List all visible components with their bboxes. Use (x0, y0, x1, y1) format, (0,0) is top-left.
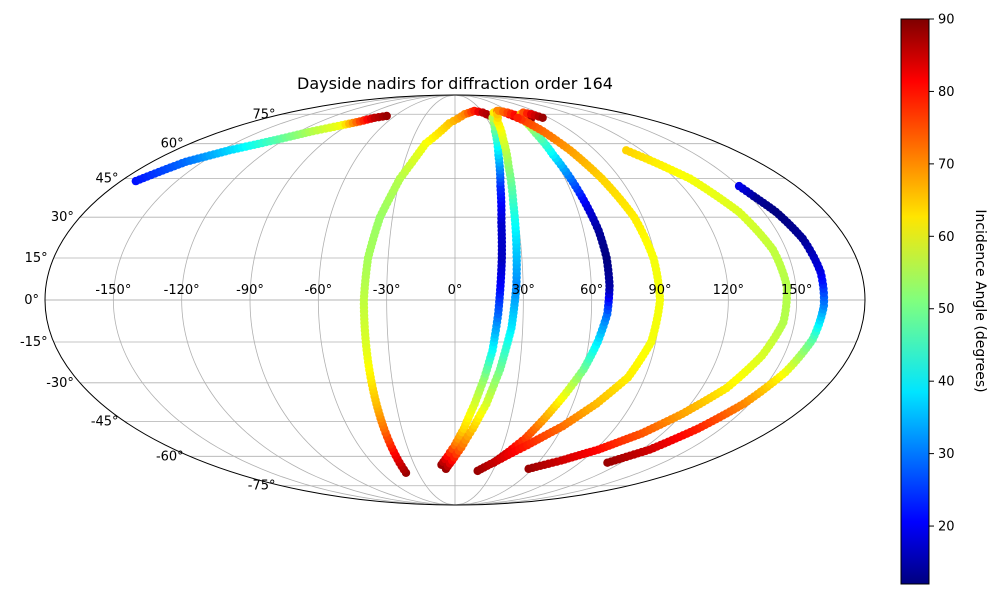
colorbar-tick-label: 20 (938, 520, 955, 535)
lon-gridline (181, 94, 456, 506)
data-point (622, 146, 631, 155)
lon-tick-label: 120° (713, 283, 744, 298)
lon-tick-label: 0° (448, 283, 463, 298)
longitude-tick-labels: -150° -120° -90° -60° -30° 0° 30° 60° 90° 120° 150… (95, 283, 812, 298)
colorbar-tick-label: 50 (938, 302, 955, 317)
lon-gridline (249, 94, 456, 506)
lat-tick-label: -60° (156, 449, 184, 464)
colorbar-tick-label: 70 (938, 157, 955, 172)
colorbar-tick-label: 90 (938, 13, 955, 28)
lon-tick-label: 150° (781, 283, 812, 298)
lon-gridline (112, 94, 456, 506)
lat-tick-label: 30° (51, 210, 74, 225)
colorbar-label: Incidence Angle (degrees) (972, 209, 988, 392)
lon-tick-label: -90° (236, 283, 264, 298)
lat-tick-label: 75° (252, 107, 275, 122)
lon-gridline (386, 94, 456, 506)
graticule (45, 94, 865, 506)
map-boundary (44, 94, 866, 506)
lat-tick-label: 60° (161, 137, 184, 152)
colorbar-tick-label: 80 (938, 85, 955, 100)
lat-tick-label: 45° (96, 172, 119, 187)
data-point (734, 181, 744, 191)
lon-tick-label: -120° (164, 283, 200, 298)
lon-tick-label: -60° (304, 283, 332, 298)
lat-tick-label: -15° (20, 335, 48, 350)
lat-tick-label: 0° (24, 293, 39, 308)
colorbar-tick-label: 60 (938, 230, 955, 245)
latitude-tick-labels: 75° 60° 45° 30° 15° 0° -15° -30° -45° -60° -75° (20, 107, 276, 493)
colorbar-tick-label: 40 (938, 375, 955, 390)
chart-title: Dayside nadirs for diffraction order 164 (297, 74, 613, 93)
lon-tick-label: -30° (373, 283, 401, 298)
lat-tick-label: -75° (248, 479, 276, 494)
lat-tick-label: 15° (25, 251, 48, 266)
lon-tick-label: 60° (580, 283, 603, 298)
lon-tick-label: 90° (648, 283, 671, 298)
data-point (382, 111, 391, 121)
data-point (513, 113, 522, 122)
colorbar-ticks: 20 30 40 50 60 70 80 90 (929, 13, 955, 535)
lon-gridline (454, 94, 798, 506)
lat-tick-label: -30° (46, 376, 74, 391)
colorbar-tick-label: 30 (938, 447, 955, 462)
lat-tick-label: -45° (91, 414, 119, 429)
lon-gridline (317, 94, 456, 506)
colorbar-gradient (900, 18, 930, 585)
lon-tick-label: 30° (512, 283, 535, 298)
lon-tick-label: -150° (95, 283, 131, 298)
colorbar: 20 30 40 50 60 70 80 90 Incidence Angle (degree… (900, 13, 988, 585)
data-points (131, 106, 829, 478)
data-point (538, 113, 547, 122)
